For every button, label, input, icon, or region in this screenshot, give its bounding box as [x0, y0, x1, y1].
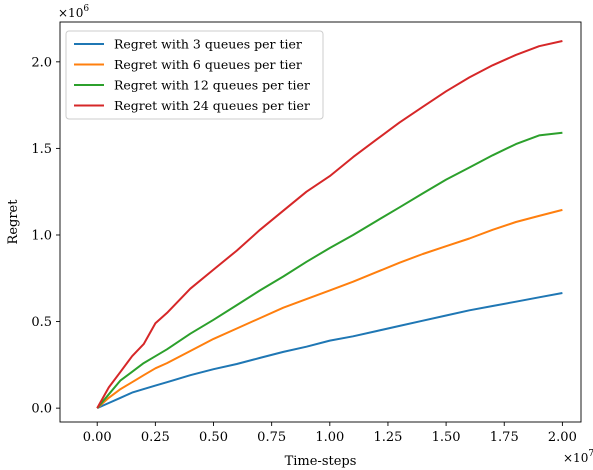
legend-label: Regret with 24 queues per tier: [114, 98, 310, 113]
y-axis-label: Regret: [6, 199, 21, 245]
plot-area: 0.00 0.25 0.50 0.75 1.00 1.25 1.50 1.75 2.00 0.0…: [31, 21, 582, 445]
x-tick-label: 1.00: [315, 430, 344, 445]
legend-label: Regret with 6 queues per tier: [114, 57, 302, 72]
series-line-1: [96, 292, 563, 410]
x-axis-ticks: 0.00 0.25 0.50 0.75 1.00 1.25 1.50 1.75 2.00: [83, 422, 577, 445]
series-line-3: [96, 131, 563, 409]
series-lines: [96, 40, 563, 410]
series-line-4: [96, 40, 563, 409]
y-axis-multiplier: ×106: [58, 4, 89, 20]
x-multiplier-exponent: 7: [588, 449, 593, 459]
x-tick-label: 1.75: [490, 430, 519, 445]
y-multiplier-exponent: 6: [83, 4, 89, 14]
x-tick-label: 0.75: [257, 430, 286, 445]
y-tick-label: 2.0: [31, 55, 52, 70]
y-tick-label: 0.0: [31, 402, 52, 417]
x-tick-label: 0.25: [141, 430, 170, 445]
x-tick-label: 0.50: [199, 430, 228, 445]
y-tick-label: 1.0: [31, 228, 52, 243]
y-tick-label: 1.5: [31, 142, 52, 157]
x-tick-label: 1.25: [373, 430, 402, 445]
y-axis-ticks: 0.0 0.5 1.0 1.5 2.0: [31, 55, 60, 417]
legend-box: [65, 30, 324, 120]
x-multiplier-base: ×10: [563, 451, 588, 465]
legend: Regret with 3 queues per tier Regret with…: [65, 30, 324, 120]
legend-label: Regret with 12 queues per tier: [114, 78, 310, 93]
x-axis-label: Time-steps: [285, 454, 357, 469]
x-tick-label: 0.00: [83, 430, 112, 445]
x-axis-multiplier: ×107: [563, 449, 593, 465]
x-tick-label: 1.50: [432, 430, 461, 445]
plot-frame: [59, 21, 582, 423]
y-tick-label: 0.5: [31, 315, 52, 330]
y-multiplier-base: ×10: [58, 6, 83, 20]
series-line-2: [96, 208, 563, 409]
x-tick-label: 2.00: [548, 430, 577, 445]
legend-label: Regret with 3 queues per tier: [114, 37, 302, 52]
